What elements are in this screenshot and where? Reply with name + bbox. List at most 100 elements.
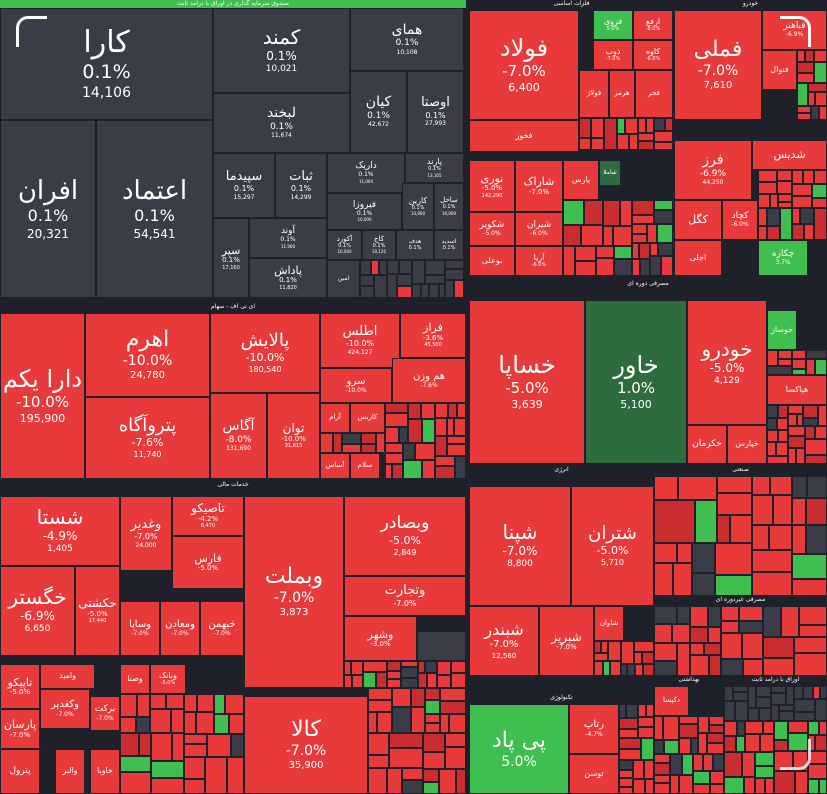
mini-tile[interactable] <box>654 763 670 775</box>
mini-tile[interactable] <box>379 260 387 275</box>
stock-tile[interactable]: شبندر -7.0% 12,560 <box>469 606 539 676</box>
mini-tile[interactable] <box>755 778 765 794</box>
mini-tile[interactable] <box>767 366 792 375</box>
mini-tile[interactable] <box>387 274 397 298</box>
stock-tile[interactable]: خبهمن -7.0% <box>200 601 244 656</box>
mini-tile[interactable] <box>796 448 805 464</box>
mini-tile[interactable] <box>788 448 796 464</box>
stock-tile[interactable]: حکشتی -5.0% 17,440 <box>75 566 120 656</box>
mini-tile[interactable] <box>758 170 777 182</box>
mini-tile[interactable] <box>385 413 408 427</box>
stock-tile[interactable]: هم وزن -7.6% <box>392 358 466 403</box>
mini-tile[interactable] <box>632 243 639 259</box>
stock-tile[interactable]: وبصادر -5.0% 2,849 <box>344 496 466 576</box>
mini-tile[interactable] <box>760 734 774 752</box>
mini-tile[interactable] <box>778 194 792 202</box>
mini-tile[interactable] <box>690 627 708 643</box>
mini-tile[interactable] <box>363 661 387 672</box>
mini-tile[interactable] <box>759 708 771 721</box>
mini-tile[interactable] <box>563 200 584 225</box>
stock-tile[interactable]: والبر <box>55 749 85 794</box>
mini-tile[interactable] <box>591 118 604 138</box>
mini-tile[interactable] <box>412 284 421 298</box>
mini-tile[interactable] <box>707 733 724 743</box>
mini-tile[interactable] <box>423 752 445 769</box>
mini-tile[interactable] <box>408 419 422 443</box>
mini-tile[interactable] <box>788 426 805 436</box>
mini-tile[interactable] <box>454 280 464 298</box>
mini-tile[interactable] <box>619 749 641 760</box>
mini-tile[interactable] <box>646 118 654 133</box>
mini-tile[interactable] <box>805 439 827 455</box>
mini-tile[interactable] <box>608 641 621 661</box>
mini-tile[interactable] <box>717 515 730 543</box>
stock-tile[interactable]: شستا -4.9% 1,405 <box>0 496 120 566</box>
mini-tile[interactable] <box>710 771 724 784</box>
mini-tile[interactable] <box>788 436 805 448</box>
stock-tile[interactable]: اجلی <box>674 240 722 276</box>
mini-tile[interactable] <box>435 456 455 466</box>
mini-tile[interactable] <box>792 350 806 359</box>
mini-tile[interactable] <box>423 782 439 794</box>
stock-tile[interactable]: ارفع -8.0% <box>633 10 673 40</box>
mini-tile[interactable] <box>792 525 806 554</box>
mini-tile[interactable] <box>778 202 792 208</box>
stock-tile[interactable]: پاداش 0.1% 11,820 <box>249 258 327 298</box>
mini-tile[interactable] <box>633 779 645 794</box>
mini-tile[interactable] <box>654 118 665 131</box>
mini-tile[interactable] <box>794 686 803 699</box>
mini-tile[interactable] <box>788 721 808 733</box>
mini-tile[interactable] <box>803 418 818 426</box>
stock-tile[interactable]: فولاژ <box>579 70 609 118</box>
mini-tile[interactable] <box>451 673 466 688</box>
mini-tile[interactable] <box>703 754 713 771</box>
mini-tile[interactable] <box>425 275 445 284</box>
mini-tile[interactable] <box>800 208 814 224</box>
mini-tile[interactable] <box>425 260 445 275</box>
mini-tile[interactable] <box>665 118 673 131</box>
mini-tile[interactable] <box>767 430 778 442</box>
mini-tile[interactable] <box>377 712 392 733</box>
mini-tile[interactable] <box>619 704 626 718</box>
mini-tile[interactable] <box>812 184 827 198</box>
mini-tile[interactable] <box>693 771 710 784</box>
mini-tile[interactable] <box>184 694 197 712</box>
mini-tile[interactable] <box>806 525 827 554</box>
mini-tile[interactable] <box>613 226 632 246</box>
mini-tile[interactable] <box>797 414 803 426</box>
mini-tile[interactable] <box>715 543 752 575</box>
stock-tile[interactable]: خاور 1.0% 5,100 <box>585 300 687 464</box>
mini-tile[interactable] <box>646 704 654 717</box>
mini-tile[interactable] <box>758 182 777 194</box>
mini-tile[interactable] <box>368 712 377 733</box>
mini-tile[interactable] <box>724 721 737 736</box>
mini-tile[interactable] <box>320 433 333 453</box>
mini-tile[interactable] <box>792 196 812 208</box>
stock-tile[interactable]: اهرم -10.0% 24,780 <box>85 313 210 397</box>
mini-tile[interactable] <box>739 621 763 633</box>
mini-tile[interactable] <box>638 704 646 717</box>
mini-tile[interactable] <box>679 738 691 754</box>
mini-tile[interactable] <box>745 734 760 752</box>
mini-tile[interactable] <box>745 721 763 734</box>
mini-tile[interactable] <box>448 403 457 418</box>
mini-tile[interactable] <box>811 106 819 120</box>
mini-tile[interactable] <box>594 661 603 676</box>
mini-tile[interactable] <box>808 83 827 92</box>
mini-tile[interactable] <box>654 200 673 210</box>
mini-tile[interactable] <box>643 664 654 676</box>
mini-tile[interactable] <box>418 661 425 673</box>
mini-tile[interactable] <box>799 606 827 625</box>
mini-tile[interactable] <box>815 735 827 751</box>
mini-tile[interactable] <box>397 286 412 298</box>
stock-tile[interactable]: فراز -3.6% 45,500 <box>400 313 466 358</box>
mini-tile[interactable] <box>584 200 603 225</box>
mini-tile[interactable] <box>619 770 633 778</box>
mini-tile[interactable] <box>767 226 780 240</box>
stock-tile[interactable]: وصنا <box>120 664 150 694</box>
mini-tile[interactable] <box>721 606 739 621</box>
mini-tile[interactable] <box>429 284 439 298</box>
mini-tile[interactable] <box>767 456 788 464</box>
mini-tile[interactable] <box>172 733 184 761</box>
mini-tile[interactable] <box>120 694 137 717</box>
